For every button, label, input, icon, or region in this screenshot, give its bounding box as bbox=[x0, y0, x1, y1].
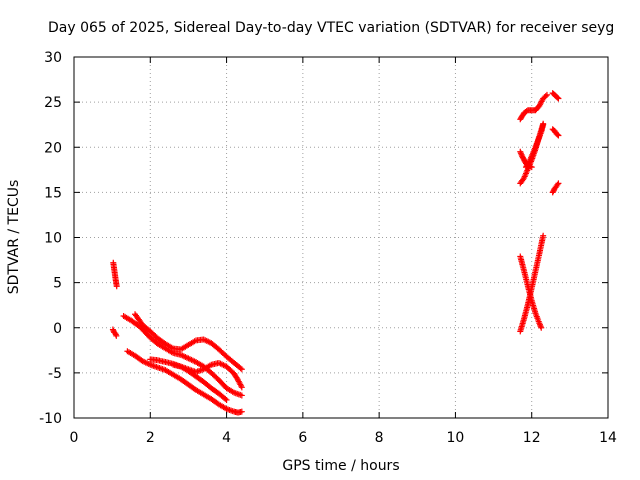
y-tick-label: 15 bbox=[44, 185, 62, 201]
x-tick-label: 8 bbox=[375, 430, 384, 446]
x-tick-label: 0 bbox=[70, 430, 79, 446]
data-point bbox=[238, 392, 245, 399]
y-tick-label: -5 bbox=[48, 366, 62, 382]
data-point bbox=[555, 180, 562, 187]
data-point bbox=[113, 332, 120, 339]
data-point bbox=[543, 91, 550, 98]
chart-title: Day 065 of 2025, Sidereal Day-to-day VTE… bbox=[48, 20, 614, 36]
y-tick-label: 25 bbox=[44, 95, 62, 111]
data-point bbox=[554, 181, 561, 188]
data-point bbox=[223, 396, 230, 403]
x-tick-label: 6 bbox=[298, 430, 307, 446]
grid-lines bbox=[74, 57, 608, 418]
data-point bbox=[554, 131, 561, 138]
data-points bbox=[109, 90, 562, 416]
data-point bbox=[222, 395, 229, 402]
x-tick-label: 2 bbox=[146, 430, 155, 446]
data-point bbox=[238, 366, 245, 373]
x-tick-label: 4 bbox=[222, 430, 231, 446]
y-tick-label: 5 bbox=[53, 276, 62, 292]
data-point bbox=[540, 121, 547, 128]
y-tick-label: 0 bbox=[53, 321, 62, 337]
y-tick-label: 30 bbox=[44, 50, 62, 66]
y-tick-label: 20 bbox=[44, 140, 62, 156]
x-tick-label: 12 bbox=[523, 430, 541, 446]
data-point bbox=[540, 232, 547, 239]
data-point bbox=[555, 132, 562, 139]
y-axis-label: SDTVAR / TECUs bbox=[6, 180, 22, 295]
data-point bbox=[538, 324, 545, 331]
x-axis-label: GPS time / hours bbox=[282, 458, 399, 474]
data-point bbox=[542, 93, 549, 100]
axis-ticks: 0 2 4 6 8 10 12 14 -10 -5 0 5 10 15 20 25 30 bbox=[39, 50, 617, 446]
data-point bbox=[238, 408, 245, 415]
data-point bbox=[555, 95, 562, 102]
data-point bbox=[554, 94, 561, 101]
y-tick-label: -10 bbox=[39, 411, 62, 427]
data-point bbox=[237, 365, 244, 372]
x-tick-label: 14 bbox=[599, 430, 617, 446]
data-point bbox=[238, 384, 245, 391]
y-tick-label: 10 bbox=[44, 231, 62, 247]
data-point bbox=[113, 283, 120, 290]
data-point bbox=[526, 159, 533, 166]
x-tick-label: 10 bbox=[447, 430, 465, 446]
